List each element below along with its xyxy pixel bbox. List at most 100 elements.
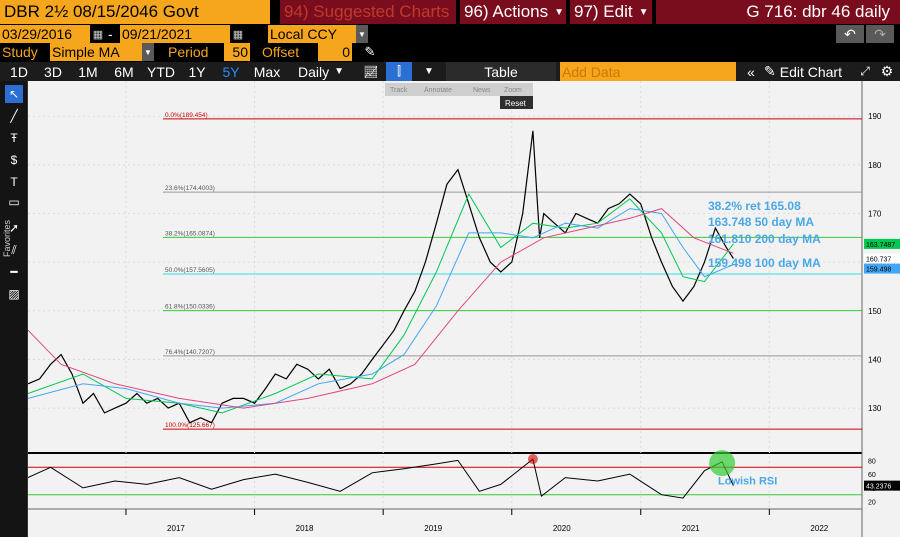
rsi-badge-label: 43.2376 [866, 484, 891, 491]
dropdown-arrow-icon[interactable]: ▼ [356, 25, 368, 43]
dropdown-arrow-icon: ▼ [554, 6, 565, 18]
fibonacci-levels: 0.0%(189.454) 23.6%(174.4003) 38.2%(165.08… [163, 112, 862, 430]
tool-news[interactable]: News [473, 87, 491, 94]
rsi-tick-20: 20 [868, 500, 876, 507]
fibonacci-icon[interactable]: Ŧ [10, 131, 18, 145]
y-tick-190: 190 [868, 112, 882, 121]
fib-label: 61.8%(150.0336) [165, 304, 215, 311]
price-badge [864, 253, 900, 264]
rsi-tick-80: 80 [868, 458, 876, 465]
x-axis-panel [28, 509, 862, 537]
undo-icon[interactable]: ↶ [836, 25, 864, 43]
suggested-charts-button[interactable]: 94) Suggested Charts [280, 0, 456, 24]
study-label: Study [2, 44, 38, 60]
rsi-highlight [527, 454, 538, 465]
fib-label: 23.6%(174.4003) [165, 185, 215, 192]
cursor-icon[interactable]: ↖ [5, 85, 23, 103]
y-tick-140: 140 [868, 355, 882, 364]
dropdown-arrow-icon: ▼ [334, 66, 345, 77]
add-data-input[interactable]: Add Data [560, 62, 736, 81]
horizontal-line-icon[interactable]: ━ [10, 265, 18, 279]
dropdown-arrow-icon[interactable]: ▼ [142, 43, 154, 61]
range-button-1y[interactable]: 1Y [188, 63, 206, 80]
y-tick-170: 170 [868, 209, 882, 218]
pattern-tool-icon[interactable]: ▨ [8, 287, 20, 301]
header-bar: DBR 2½ 08/15/2046 Govt 94) Suggested Cha… [0, 0, 900, 24]
range-button-6m[interactable]: 6M [114, 63, 134, 80]
frequency-select[interactable]: Daily ▼ [292, 62, 352, 81]
rsi-highlight [709, 450, 736, 477]
tool-strip-bg [385, 83, 533, 96]
date-separator: - [108, 26, 113, 42]
calendar-icon[interactable]: ▦ [232, 28, 244, 41]
range-button-3d[interactable]: 3D [44, 63, 62, 80]
pencil-icon: ✎ [764, 63, 776, 79]
range-button-1d[interactable]: 1D [10, 63, 28, 80]
reset-button-bg[interactable] [500, 96, 533, 109]
y-tick-150: 150 [868, 307, 882, 316]
rsi-tick-60: 60 [868, 472, 876, 479]
price-badge-label: 159.498 [866, 267, 891, 274]
line-tool-icon[interactable]: ╱ [10, 109, 18, 123]
edit-chart-label: Edit Chart [779, 63, 842, 80]
price-badge-label: 160.737 [866, 257, 891, 264]
x-tick-2021: 2021 [682, 524, 700, 533]
study-bar: Study Simple MA ▼ Period 50 Offset 0 ✎ [0, 43, 900, 61]
table-button[interactable]: Table [446, 62, 556, 81]
price-badge [864, 263, 900, 274]
security-title[interactable]: DBR 2½ 08/15/2046 Govt [0, 0, 270, 24]
actions-menu[interactable]: 96) Actions ▼ [460, 0, 566, 24]
currency-select[interactable]: Local CCY [268, 25, 356, 43]
calendar-icon[interactable]: ▦ [92, 28, 104, 41]
shape-tool-icon[interactable]: ▭ [8, 195, 20, 209]
x-tick-2018: 2018 [296, 524, 314, 533]
tool-zoom[interactable]: Zoom [504, 87, 522, 94]
actions-label: 96) Actions [464, 2, 549, 21]
price-panel [28, 81, 862, 453]
collapse-icon[interactable]: « [747, 63, 755, 80]
end-date-field[interactable]: 09/21/2021 [120, 25, 230, 43]
fib-label: 76.4%(140.7207) [165, 349, 215, 356]
text-tool-icon[interactable]: T [10, 175, 18, 189]
dollar-tool-icon[interactable]: $ [10, 153, 18, 167]
price-chart[interactable]: 0.0%(189.454) 23.6%(174.4003) 38.2%(165.08… [28, 81, 900, 537]
redo-icon[interactable]: ↷ [866, 25, 894, 43]
edit-menu[interactable]: 97) Edit ▼ [570, 0, 652, 24]
fib-label: 100.0%(125.667) [165, 422, 215, 429]
frequency-label: Daily [298, 63, 330, 80]
range-button-5y[interactable]: 5Y [222, 63, 240, 80]
reset-button[interactable]: Reset [505, 99, 527, 108]
series-line-0 [28, 130, 734, 424]
bar-chart-icon[interactable]: ⫿ [386, 62, 412, 81]
annotation-2: 161.810 200 day MA [708, 232, 821, 246]
offset-input[interactable]: 0 [318, 43, 352, 61]
y-tick-180: 180 [868, 161, 882, 170]
gear-icon[interactable]: ⚙ [880, 63, 894, 79]
period-input[interactable]: 50 [224, 43, 250, 61]
range-button-1m[interactable]: 1M [78, 63, 98, 80]
pencil-icon[interactable]: ✎ [364, 44, 376, 59]
series-line-1 [28, 192, 734, 414]
resize-icon[interactable]: ⤢ [860, 64, 870, 78]
study-select[interactable]: Simple MA [50, 43, 142, 61]
line-chart-icon[interactable]: 📈︎ [363, 64, 379, 79]
range-button-ytd[interactable]: YTD [147, 63, 175, 80]
edit-chart-button[interactable]: ✎ Edit Chart [764, 62, 852, 81]
dropdown-arrow-icon[interactable]: ▼ [424, 66, 434, 77]
x-tick-2017: 2017 [167, 524, 185, 533]
x-tick-2022: 2022 [810, 524, 828, 533]
fib-label: 50.0%(157.5605) [165, 267, 215, 274]
range-button-max[interactable]: Max [253, 63, 281, 80]
fib-label: 0.0%(189.454) [165, 112, 208, 119]
rsi-badge [864, 480, 900, 491]
channel-tool-icon[interactable]: ⫽ [11, 242, 17, 257]
dropdown-arrow-icon: ▼ [638, 6, 649, 18]
arrow-tool-icon[interactable]: ➚ [8, 221, 20, 235]
tool-track[interactable]: Track [390, 87, 408, 94]
annotation-1: 163.748 50 day MA [708, 215, 814, 229]
start-date-field[interactable]: 03/29/2016 [0, 25, 90, 43]
tool-annotate[interactable]: Annotate [424, 87, 452, 94]
chart-annotations: Lowish RSI 38.2% ret 165.08 163.748 50 day… [708, 199, 821, 487]
price-badge-label: 163.7487 [866, 242, 895, 249]
